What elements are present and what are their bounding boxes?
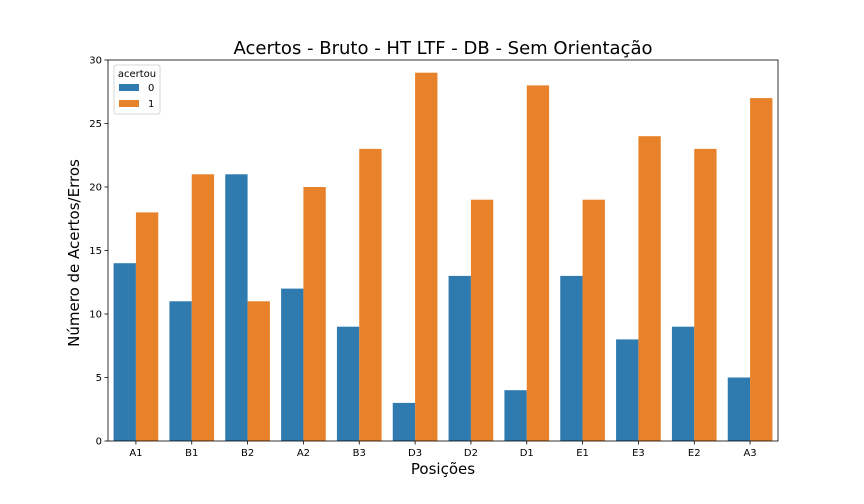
bar-series-0-A1: [113, 263, 136, 441]
legend-entry-1: 1: [148, 99, 154, 110]
bar-series-0-B1: [169, 301, 192, 441]
x-tick-label: A3: [743, 448, 756, 459]
bar-series-1-D3: [415, 72, 438, 441]
legend-swatch-0: [119, 84, 139, 91]
bar-series-0-E3: [616, 339, 639, 441]
y-tick-label: 5: [96, 373, 102, 384]
bar-series-0-E2: [671, 326, 695, 441]
x-tick-label: D1: [520, 448, 534, 459]
x-tick-label: E1: [576, 448, 589, 459]
bar-series-0-B2: [225, 174, 248, 442]
x-tick-label: A1: [129, 448, 142, 459]
x-tick-label: B3: [353, 448, 366, 459]
bar-series-1-B1: [191, 174, 215, 442]
bar-series-1-E2: [694, 148, 717, 441]
y-tick-label: 0: [96, 437, 102, 448]
legend-swatch-1: [119, 100, 139, 107]
x-tick-label: E2: [688, 448, 701, 459]
y-tick-label: 15: [89, 246, 102, 257]
bar-series-1-D2: [470, 199, 494, 441]
bar-series-1-B2: [247, 301, 270, 441]
bar-series-0-D1: [504, 390, 527, 441]
x-tick-label: E3: [632, 448, 645, 459]
x-axis-label: Posições: [411, 460, 475, 478]
x-tick-label: D3: [408, 448, 422, 459]
bar-series-1-D1: [526, 85, 550, 442]
y-axis-label: Número de Acertos/Erros: [65, 159, 83, 347]
legend: acertou 0 1: [113, 64, 161, 115]
bar-series-0-D2: [448, 275, 471, 441]
x-tick-label: D2: [464, 448, 478, 459]
y-tick-label: 20: [89, 183, 102, 194]
y-tick-label: 30: [89, 56, 102, 67]
bar-series-1-A2: [303, 187, 326, 441]
bar-series-0-A3: [727, 377, 751, 441]
y-tick-label: 25: [89, 119, 102, 130]
bar-series-1-A3: [750, 98, 773, 441]
legend-title: acertou: [118, 69, 156, 80]
bar-series-1-B3: [359, 148, 382, 441]
bar-series-1-A1: [135, 212, 159, 441]
chart-title: Acertos - Bruto - HT LTF - DB - Sem Orie…: [234, 38, 653, 59]
bar-series-0-B3: [336, 326, 360, 441]
legend-entry-0: 0: [148, 83, 154, 94]
bar-series-0-A2: [281, 288, 304, 441]
x-tick-label: B1: [185, 448, 198, 459]
x-tick-label: A2: [297, 448, 310, 459]
y-tick-label: 10: [89, 310, 102, 321]
bar-series-0-E1: [560, 275, 583, 441]
bar-series-1-E1: [582, 199, 605, 441]
bar-series-1-E3: [638, 136, 661, 441]
bar-series-0-D3: [392, 402, 416, 441]
x-tick-label: B2: [241, 448, 254, 459]
